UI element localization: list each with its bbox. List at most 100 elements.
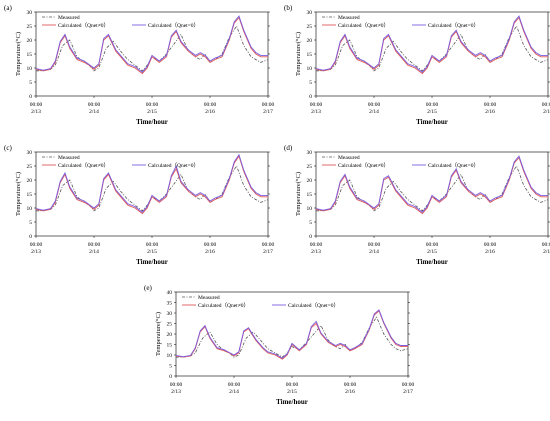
y-tick-label: 10 [27,206,33,212]
y-axis-label: Temperature(°C) [15,32,22,76]
x-tick-label-time: 00:00 [170,382,183,388]
y-tick-label: 0 [29,234,32,240]
y-tick-label: 25 [167,322,173,328]
x-tick-label-time: 00:00 [286,382,299,388]
y-tick-label: 0 [309,94,312,100]
legend-label-measured: Measured [58,15,80,21]
legend-label-calc-blue: Calculated（Qnet=0） [148,162,199,169]
chart-panel-d: (d)05101520253000:002/1300:002/1400:002/… [284,144,550,266]
y-tick-label: 0 [29,94,32,100]
y-tick-label: 10 [307,206,313,212]
y-tick-label: 15 [27,192,33,198]
legend-label-calc-blue: Calculated（Qnet=0） [428,22,479,29]
y-tick-label: 25 [307,164,313,170]
legend-label-calc-red: Calculated（Qnet≠0） [198,302,249,309]
y-axis-label: Temperature(°C) [295,172,302,216]
legend-label-calc-red: Calculated（Qnet≠0） [338,162,389,169]
panel-label: (d) [284,144,293,152]
x-tick-label-time: 00:00 [368,102,381,108]
x-tick-label-date: 2/13 [311,249,321,255]
x-tick-label-date: 2/13 [31,249,41,255]
x-axis-label: Time/hour [416,118,448,126]
series-line-calculated-qnet [35,15,268,73]
series-line-calculated-qnet [175,309,408,359]
series-line-calculated-qnet [315,15,548,73]
x-axis-label: Time/hour [416,258,448,266]
x-tick-label-time: 00:00 [146,242,159,248]
legend-label-measured: Measured [58,155,80,161]
y-tick-label: 0 [309,234,312,240]
x-tick-label-time: 00:00 [310,102,323,108]
x-axis-label: Time/hour [136,258,168,266]
x-tick-label-time: 00:00 [426,242,439,248]
y-tick-label: 10 [167,353,173,359]
x-axis-label: Time/hour [276,398,308,406]
y-tick-label: 30 [27,10,33,16]
x-tick-label-time: 00:00 [88,242,101,248]
legend-label-calc-blue: Calculated（Qnet=0） [428,162,479,169]
panel-label: (c) [4,144,12,152]
y-tick-label: 5 [29,80,32,86]
legend-label-calc-blue: Calculated（Qnet=0） [288,302,339,309]
x-tick-label-date: 2/17 [403,389,413,395]
x-tick-label-time: 00:00 [484,102,497,108]
x-tick-label-time: 00:00 [30,242,43,248]
y-tick-label: 35 [167,301,173,307]
x-tick-label-date: 2/16 [205,249,215,255]
y-tick-label: 0 [169,374,172,380]
y-tick-label: 20 [27,38,33,44]
y-axis-label: Temperature(°C) [15,172,22,216]
x-tick-label-date: 2/16 [485,249,495,255]
y-tick-label: 15 [27,52,33,58]
y-axis-label: Temperature(°C) [155,312,162,356]
y-tick-label: 20 [27,178,33,184]
x-tick-label-date: 2/17 [263,249,273,255]
y-tick-label: 25 [307,24,313,30]
series-line-calculated-qnet [315,155,548,213]
x-tick-label-date: 2/13 [311,109,321,115]
y-tick-label: 30 [307,150,313,156]
legend-label-calc-red: Calculated（Qnet≠0） [58,22,109,29]
legend-label-measured: Measured [338,15,360,21]
legend-label-calc-red: Calculated（Qnet≠0） [58,162,109,169]
chart-panel-a: (a)05101520253000:002/1300:002/1400:002/… [4,4,275,126]
x-tick-label-date: 2/15 [147,109,157,115]
x-tick-label-time: 00:00 [368,242,381,248]
y-tick-label: 15 [307,192,313,198]
y-tick-label: 30 [167,311,173,317]
x-tick-label-time: 00:00 [262,102,275,108]
y-tick-label: 20 [167,332,173,338]
x-tick-label-date: 2/13 [31,109,41,115]
panel-label: (e) [144,284,152,292]
x-tick-label-date: 2/16 [485,109,495,115]
x-tick-label-time: 00:00 [228,382,241,388]
y-tick-label: 20 [307,178,313,184]
x-tick-label-date: 2/17 [543,109,550,115]
x-tick-label-time: 00:00 [204,242,217,248]
x-tick-label-date: 2/14 [89,109,99,115]
legend-label-calc-blue: Calculated（Qnet=0） [148,22,199,29]
legend-label-measured: Measured [338,155,360,161]
x-tick-label-time: 00:00 [30,102,43,108]
x-tick-label-time: 00:00 [310,242,323,248]
x-tick-label-time: 00:00 [542,102,550,108]
x-tick-label-date: 2/14 [229,389,239,395]
x-tick-label-date: 2/13 [171,389,181,395]
panel-label: (b) [284,4,293,12]
panel-label: (a) [4,4,12,12]
x-tick-label-date: 2/16 [205,109,215,115]
y-tick-label: 5 [169,364,172,370]
chart-panel-c: (c)05101520253000:002/1300:002/1400:002/… [4,144,275,266]
y-tick-label: 40 [167,290,173,296]
x-tick-label-date: 2/15 [287,389,297,395]
x-tick-label-time: 00:00 [426,102,439,108]
x-tick-label-time: 00:00 [88,102,101,108]
y-tick-label: 5 [309,220,312,226]
x-tick-label-time: 00:00 [344,382,357,388]
